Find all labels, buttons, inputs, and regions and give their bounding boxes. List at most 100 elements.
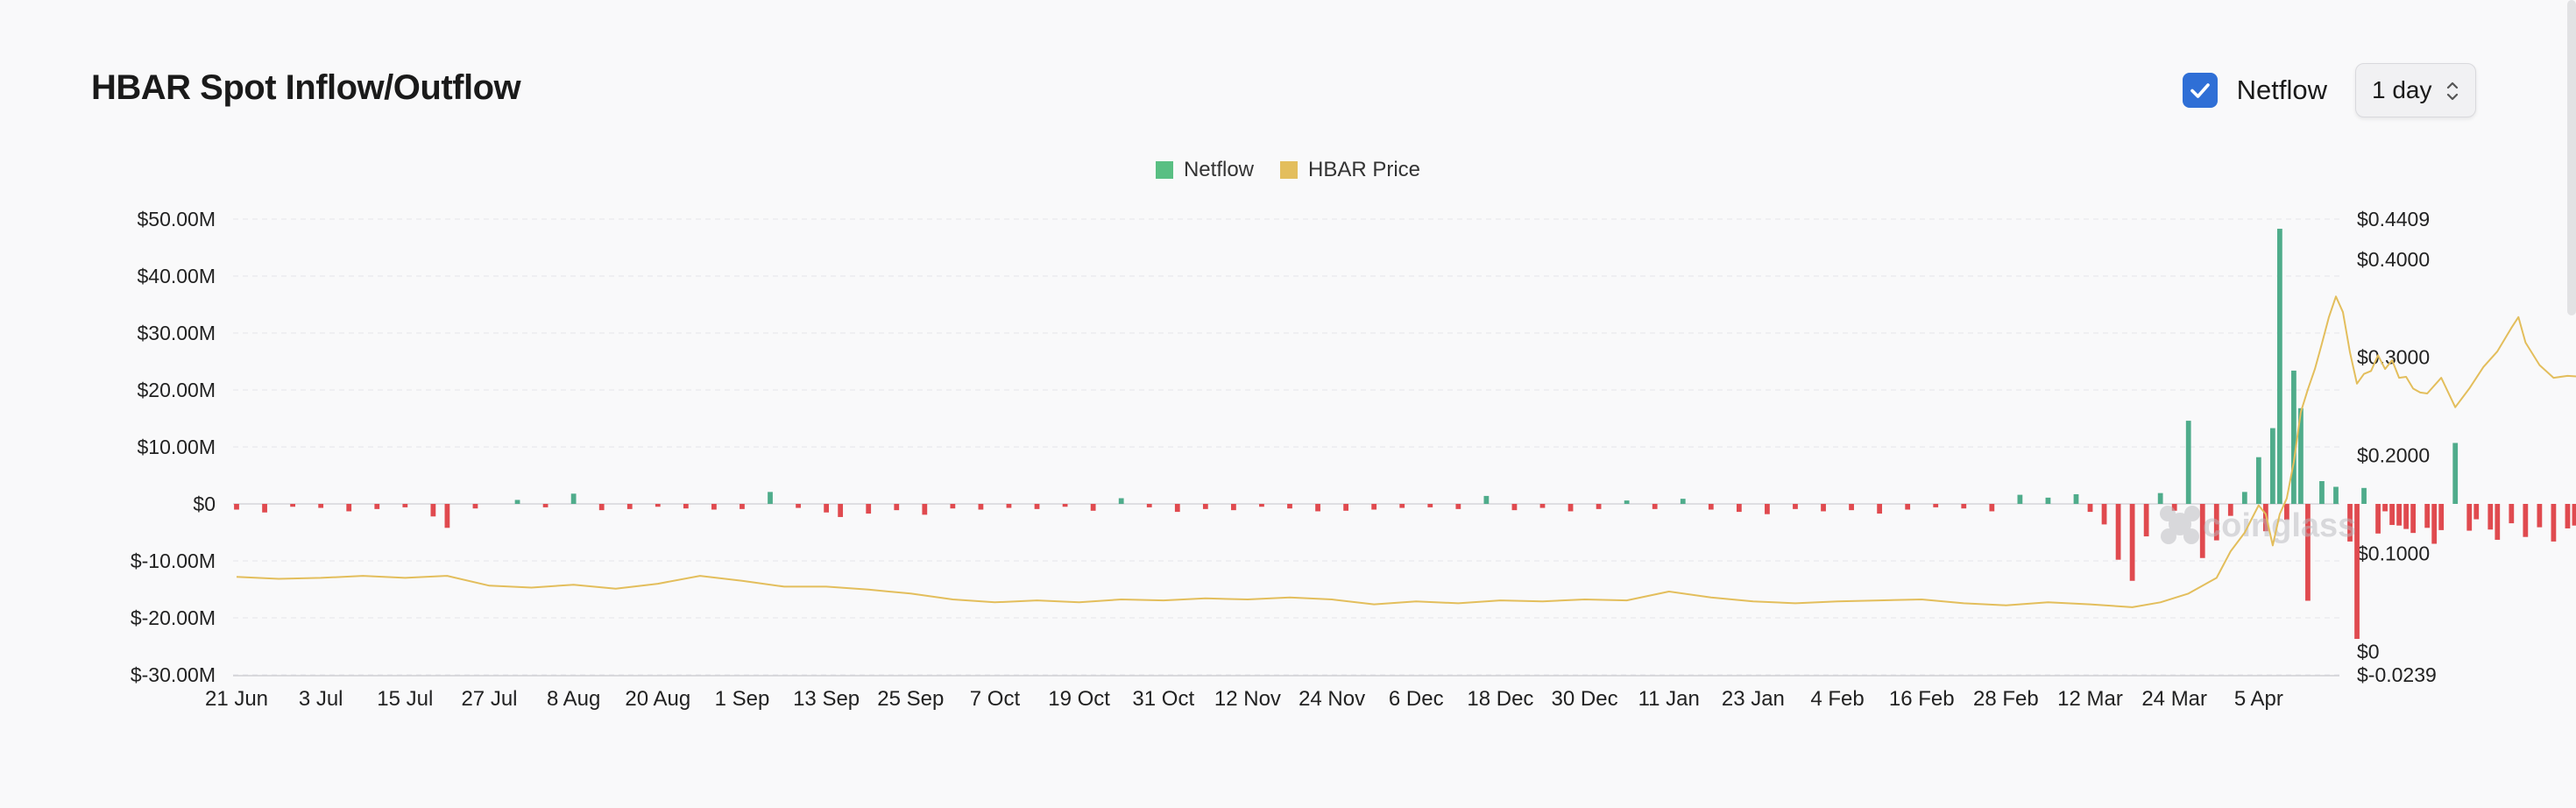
netflow-bar-outflow	[2431, 504, 2438, 544]
netflow-bar-outflow	[2199, 504, 2205, 558]
netflow-bar-outflow	[2115, 504, 2121, 560]
netflow-bar-outflow	[234, 504, 239, 510]
x-tick-label: 6 Dec	[1389, 687, 1444, 711]
netflow-bar-outflow	[1174, 504, 1180, 513]
x-tick-label: 23 Jan	[1722, 687, 1785, 711]
netflow-bar-inflow	[2452, 443, 2459, 504]
x-tick-label: 15 Jul	[377, 687, 433, 711]
x-tick-label: 4 Feb	[1810, 687, 1864, 711]
netflow-bar-outflow	[2347, 504, 2353, 542]
netflow-checkbox[interactable]	[2182, 73, 2218, 108]
netflow-bar-outflow	[1708, 504, 1714, 510]
x-tick-label: 31 Oct	[1132, 687, 1194, 711]
netflow-bar-outflow	[1287, 504, 1292, 509]
legend-item-hbar-price[interactable]: HBAR Price	[1280, 158, 1420, 182]
y-left-tick-label: $20.00M	[137, 379, 216, 401]
y-left-tick-label: $-30.00M	[131, 663, 216, 686]
netflow-bar-outflow	[262, 504, 267, 513]
netflow-bar-outflow	[2466, 504, 2473, 531]
netflow-bar-outflow	[374, 504, 380, 509]
netflow-bar-outflow	[1371, 504, 1377, 510]
netflow-bar-outflow	[2410, 504, 2417, 534]
netflow-bar-outflow	[2438, 504, 2445, 530]
y-right-tick-label: $0	[2357, 640, 2380, 663]
netflow-bar-inflow	[2269, 428, 2275, 504]
netflow-bar-inflow	[2241, 492, 2247, 504]
x-tick-label: 21 Jun	[205, 687, 268, 711]
netflow-bar-outflow	[2509, 504, 2515, 524]
netflow-bar-inflow	[2073, 493, 2079, 504]
y-left-tick-label: $-20.00M	[131, 606, 216, 629]
y-left-tick-label: $0	[193, 493, 216, 515]
netflow-bar-outflow	[290, 504, 295, 507]
netflow-bar-outflow	[1596, 504, 1602, 509]
netflow-bar-outflow	[1090, 504, 1096, 511]
netflow-bar-outflow	[402, 504, 408, 507]
netflow-bar-outflow	[1652, 504, 1658, 509]
netflow-bar-outflow	[2565, 504, 2571, 528]
netflow-bar-outflow	[824, 504, 830, 513]
hbar-price-line	[236, 295, 2576, 608]
netflow-bar-outflow	[1062, 504, 1068, 507]
x-tick-label: 13 Sep	[793, 687, 860, 711]
y-right-tick-label: $0.2000	[2357, 444, 2430, 467]
interval-select[interactable]: 1 day	[2355, 63, 2476, 117]
netflow-bar-inflow	[768, 492, 773, 504]
netflow-bar-outflow	[2354, 504, 2360, 640]
x-tick-label: 11 Jan	[1638, 687, 1700, 711]
y-left-tick-label: $40.00M	[137, 265, 216, 287]
netflow-bar-outflow	[2424, 504, 2431, 528]
netflow-bar-outflow	[1961, 504, 1967, 509]
y-left-tick-label: $10.00M	[137, 436, 216, 458]
netflow-bar-outflow	[444, 504, 450, 528]
netflow-bar-outflow	[1231, 504, 1236, 511]
x-tick-label: 16 Feb	[1889, 687, 1955, 711]
netflow-bar-inflow	[2291, 370, 2296, 504]
netflow-bar-outflow	[1793, 504, 1798, 509]
netflow-bar-outflow	[2488, 504, 2494, 530]
netflow-bar-outflow	[2396, 504, 2402, 526]
netflow-bar-outflow	[1146, 504, 1152, 507]
netflow-bar-outflow	[472, 504, 478, 509]
legend-item-netflow[interactable]: Netflow	[1155, 158, 1254, 182]
netflow-bars	[234, 229, 2576, 640]
netflow-bar-inflow	[2319, 481, 2325, 504]
netflow-bar-outflow	[1399, 504, 1405, 508]
netflow-bar-inflow	[1680, 499, 1686, 504]
netflow-bar-outflow	[598, 504, 605, 511]
page-scrollbar[interactable]	[2567, 0, 2576, 315]
netflow-bar-outflow	[1343, 504, 1348, 511]
netflow-bar-inflow	[514, 500, 520, 504]
netflow-bar-outflow	[2305, 504, 2311, 601]
x-tick-label: 28 Feb	[1973, 687, 2039, 711]
netflow-bar-outflow	[1905, 504, 1911, 510]
legend-swatch-netflow	[1155, 161, 1173, 179]
netflow-bar-outflow	[1765, 504, 1770, 514]
x-tick-label: 24 Mar	[2141, 687, 2207, 711]
netflow-bar-inflow	[2045, 497, 2051, 504]
netflow-bar-inflow	[1118, 498, 1124, 504]
netflow-bar-outflow	[2375, 504, 2381, 534]
chart-legend: Netflow HBAR Price	[0, 158, 2576, 182]
netflow-bar-outflow	[2473, 504, 2480, 520]
x-tick-label: 18 Dec	[1467, 687, 1533, 711]
netflow-bar-outflow	[1989, 504, 1995, 512]
x-tick-label: 12 Mar	[2057, 687, 2123, 711]
netflow-bar-outflow	[1821, 504, 1826, 512]
netflow-bar-outflow	[1736, 504, 1742, 513]
netflow-bar-outflow	[1427, 504, 1433, 507]
x-tick-label: 5 Apr	[2234, 687, 2283, 711]
netflow-checkbox-label[interactable]: Netflow	[2236, 74, 2327, 105]
netflow-bar-inflow	[2255, 457, 2261, 504]
netflow-bar-outflow	[796, 504, 801, 508]
y-right-tick-label: $0.1000	[2357, 542, 2430, 564]
netflow-bar-outflow	[2537, 504, 2543, 528]
y-right-tick-label: $-0.0239	[2357, 663, 2437, 686]
netflow-bar-outflow	[1849, 504, 1854, 511]
netflow-bar-outflow	[950, 504, 956, 509]
netflow-bar-outflow	[2087, 504, 2093, 513]
netflow-bar-inflow	[2333, 486, 2339, 504]
netflow-bar-outflow	[2227, 504, 2233, 516]
netflow-bar-inflow	[2185, 421, 2191, 504]
